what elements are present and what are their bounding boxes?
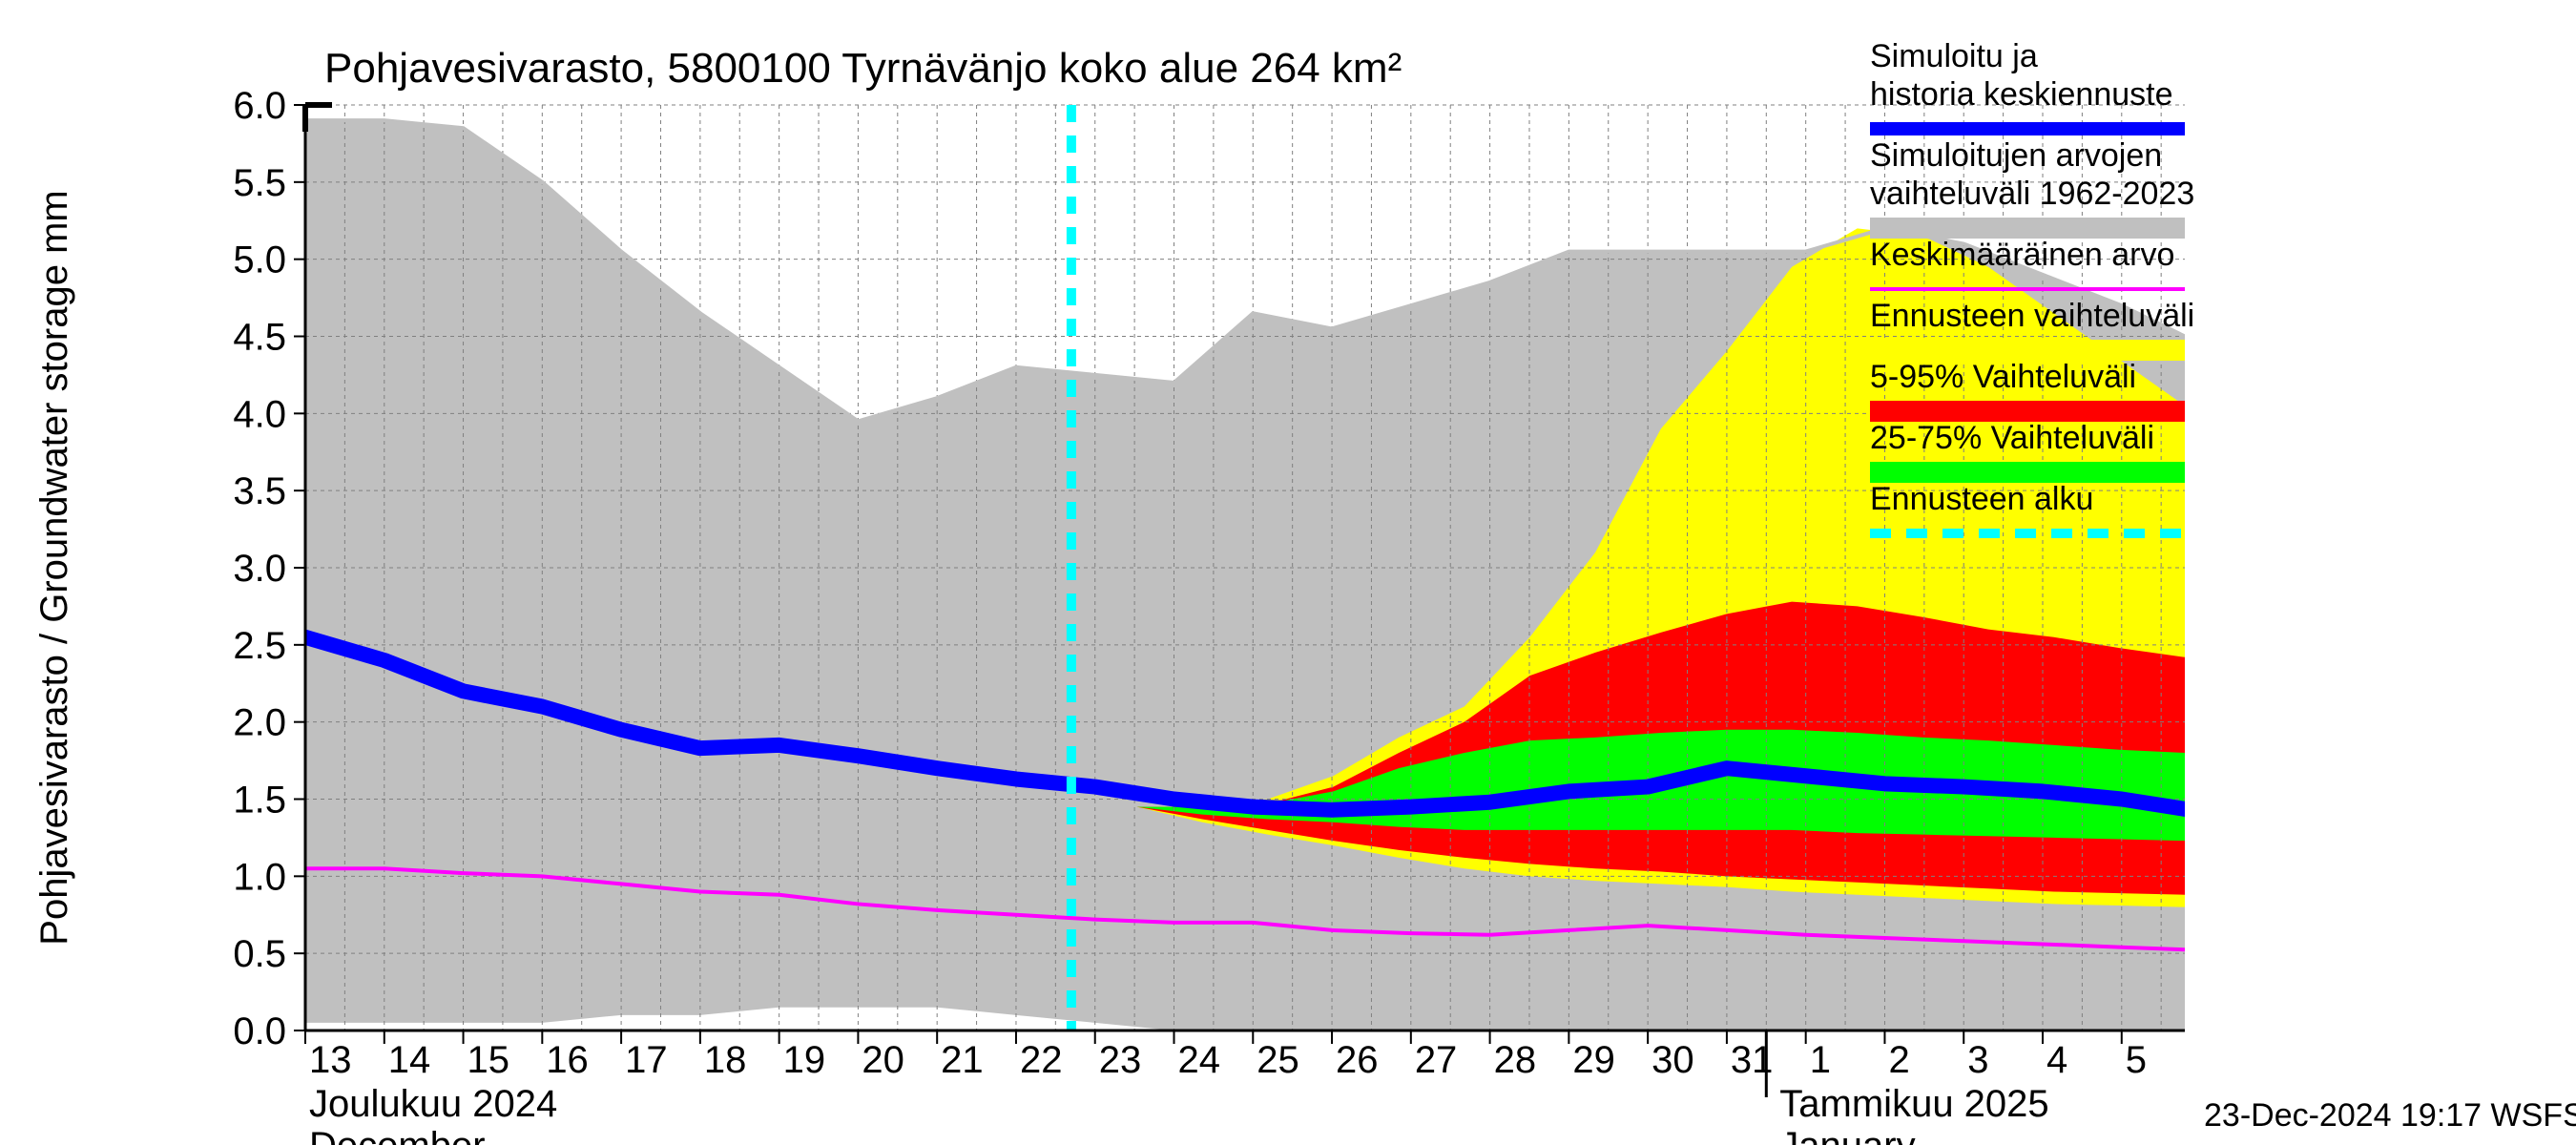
- chart-svg: 0.0 0.5 1.0 1.5 2.0 2.5 3.0 3.5 4.0 4.5 5.0 5.5 6.0 1…: [0, 0, 2576, 1145]
- y-tick: 5.5: [233, 162, 286, 204]
- x-tick: 14: [388, 1039, 431, 1081]
- x-tick: 4: [2046, 1039, 2067, 1081]
- legend-label: historia keskiennuste: [1870, 76, 2173, 113]
- y-tick: 2.0: [233, 702, 286, 744]
- x-tick: 1: [1810, 1039, 1831, 1081]
- y-tick: 1.0: [233, 856, 286, 898]
- legend-swatch: [1870, 340, 2185, 361]
- legend-label: Ennusteen vaihteluväli: [1870, 298, 2194, 334]
- y-axis-label: Pohjavesivarasto / Groundwater storage m…: [33, 190, 75, 945]
- legend-label: Simuloitu ja: [1870, 38, 2038, 74]
- month-label-fi: Tammikuu 2025: [1779, 1083, 2048, 1125]
- x-tick: 13: [309, 1039, 352, 1081]
- legend-swatch: [1870, 401, 2185, 422]
- y-tick: 6.0: [233, 85, 286, 127]
- x-tick: 15: [467, 1039, 510, 1081]
- x-tick: 25: [1257, 1039, 1299, 1081]
- x-tick: 17: [625, 1039, 668, 1081]
- x-tick: 24: [1178, 1039, 1221, 1081]
- x-tick: 20: [862, 1039, 904, 1081]
- y-tick: 4.5: [233, 317, 286, 359]
- x-tick: 29: [1572, 1039, 1615, 1081]
- month-label-en: December: [309, 1125, 486, 1145]
- y-tick: 4.0: [233, 393, 286, 435]
- y-tick: 0.5: [233, 933, 286, 975]
- y-tick: 5.0: [233, 239, 286, 281]
- x-tick: 22: [1020, 1039, 1063, 1081]
- y-tick: 0.0: [233, 1010, 286, 1052]
- y-tick: 1.5: [233, 780, 286, 822]
- legend-swatch: [1870, 218, 2185, 239]
- legend-swatch: [1870, 462, 2185, 483]
- x-tick: 2: [1888, 1039, 1909, 1081]
- x-tick: 28: [1494, 1039, 1537, 1081]
- legend-label: 5-95% Vaihteluväli: [1870, 359, 2136, 395]
- y-tick: 2.5: [233, 625, 286, 667]
- x-tick: 21: [941, 1039, 983, 1081]
- legend-label: Keskimääräinen arvo: [1870, 237, 2174, 273]
- x-tick: 3: [1967, 1039, 1988, 1081]
- footer-timestamp: 23-Dec-2024 19:17 WSFS-O: [2204, 1097, 2576, 1134]
- y-tick: 3.5: [233, 470, 286, 512]
- month-label-fi: Joulukuu 2024: [309, 1083, 557, 1125]
- legend-label: vaihteluväli 1962-2023: [1870, 176, 2194, 212]
- x-tick: 18: [704, 1039, 747, 1081]
- x-tick: 19: [783, 1039, 826, 1081]
- x-tick: 23: [1099, 1039, 1142, 1081]
- legend-label: 25-75% Vaihteluväli: [1870, 420, 2154, 456]
- x-tick: 16: [546, 1039, 589, 1081]
- x-tick: 30: [1652, 1039, 1694, 1081]
- x-tick: 31: [1731, 1039, 1774, 1081]
- legend-label: Simuloitujen arvojen: [1870, 137, 2162, 174]
- chart-title: Pohjavesivarasto, 5800100 Tyrnävänjo kok…: [324, 45, 1402, 92]
- groundwater-chart: 0.0 0.5 1.0 1.5 2.0 2.5 3.0 3.5 4.0 4.5 5.0 5.5 6.0 1…: [0, 0, 2576, 1145]
- x-tick: 26: [1336, 1039, 1379, 1081]
- x-tick: 5: [2126, 1039, 2147, 1081]
- y-tick: 3.0: [233, 548, 286, 590]
- legend-label: Ennusteen alku: [1870, 481, 2093, 517]
- month-label-en: January: [1779, 1125, 1915, 1145]
- x-tick: 27: [1415, 1039, 1458, 1081]
